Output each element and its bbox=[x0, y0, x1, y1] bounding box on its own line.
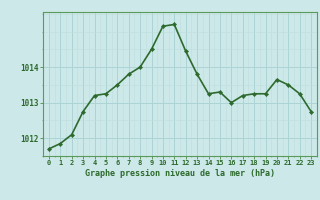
X-axis label: Graphe pression niveau de la mer (hPa): Graphe pression niveau de la mer (hPa) bbox=[85, 169, 275, 178]
